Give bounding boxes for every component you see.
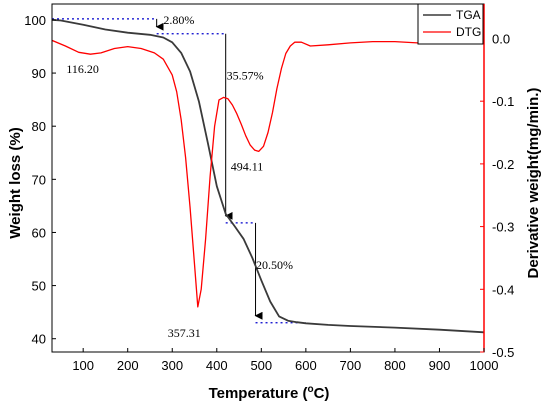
x-tick-label: 600 <box>295 358 317 373</box>
y-right-tick-label: -0.3 <box>492 220 514 235</box>
annotation-label: 357.31 <box>168 326 201 340</box>
legend-box <box>417 3 484 45</box>
y-left-tick-label: 50 <box>32 279 46 294</box>
y-axis-right-title: Derivative weight(mg/min.) <box>525 88 542 279</box>
x-tick-label: 400 <box>206 358 228 373</box>
x-axis-title: Temperature (oC) <box>209 384 330 402</box>
x-tick-label: 800 <box>384 358 406 373</box>
legend-label-tga: TGA <box>456 8 481 22</box>
series-group <box>52 19 484 334</box>
y-axis-left-title: Weight loss (%) <box>7 127 24 238</box>
x-tick-label: 900 <box>429 358 451 373</box>
annotation-label: 494.11 <box>231 159 264 173</box>
x-axis-title-rest: C) <box>314 385 330 402</box>
series-line-dtg <box>52 39 484 308</box>
y-right-tick-label: -0.5 <box>492 345 514 360</box>
y-left-tick-label: 80 <box>32 119 46 134</box>
x-tick-label: 100 <box>72 358 94 373</box>
y-left-tick-label: 90 <box>32 66 46 81</box>
annotations-group: 116.20 357.31 494.11 2.80% 35.57% 20.50% <box>66 13 293 340</box>
legend: TGA DTG <box>417 3 484 45</box>
x-tick-label: 1000 <box>470 358 499 373</box>
y-left-tick-label: 40 <box>32 332 46 347</box>
axes-group: 100 200 300 400 500 600 700 800 900 1000 40 50 60 70 8… <box>24 3 514 373</box>
plot-frame <box>51 3 485 353</box>
annotation-label: 35.57% <box>227 68 264 82</box>
x-axis-title-main: Temperature ( <box>209 385 308 402</box>
x-tick-label: 700 <box>340 358 362 373</box>
y-right-tick-label: -0.1 <box>492 94 514 109</box>
annotation-label: 116.20 <box>66 62 99 76</box>
y-left-tick-label: 60 <box>32 225 46 240</box>
y-left-tick-label: 100 <box>24 13 46 28</box>
y-right-tick-label: -0.4 <box>492 282 514 297</box>
x-tick-label: 300 <box>161 358 183 373</box>
series-line-tga <box>52 19 484 334</box>
x-tick-label: 200 <box>117 358 139 373</box>
x-tick-label: 500 <box>250 358 272 373</box>
y-right-tick-label: -0.2 <box>492 157 514 172</box>
annotation-label: 20.50% <box>256 258 293 272</box>
y-right-tick-label: 0.0 <box>492 31 510 46</box>
annotation-label: 2.80% <box>163 13 194 27</box>
x-axis-title-sup: o <box>307 384 313 395</box>
y-left-tick-label: 70 <box>32 172 46 187</box>
legend-label-dtg: DTG <box>456 25 481 39</box>
